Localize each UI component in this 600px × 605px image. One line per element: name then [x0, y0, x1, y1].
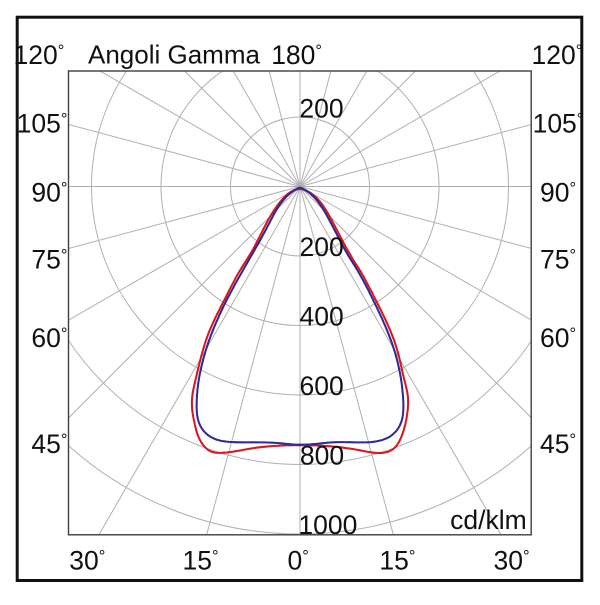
svg-text:60°: 60°: [540, 323, 576, 353]
svg-text:105°: 105°: [533, 109, 584, 139]
svg-text:cd/klm: cd/klm: [450, 505, 527, 535]
svg-text:120°: 120°: [532, 40, 583, 70]
svg-text:1000: 1000: [298, 510, 357, 540]
svg-text:200: 200: [300, 232, 344, 262]
svg-text:800: 800: [300, 441, 344, 471]
svg-text:180°: 180°: [271, 40, 322, 70]
svg-text:600: 600: [300, 371, 344, 401]
svg-text:Angoli Gamma: Angoli Gamma: [88, 40, 260, 70]
svg-text:400: 400: [300, 302, 344, 332]
svg-text:105°: 105°: [17, 109, 68, 139]
svg-text:200: 200: [299, 94, 343, 124]
svg-text:120°: 120°: [14, 40, 65, 70]
